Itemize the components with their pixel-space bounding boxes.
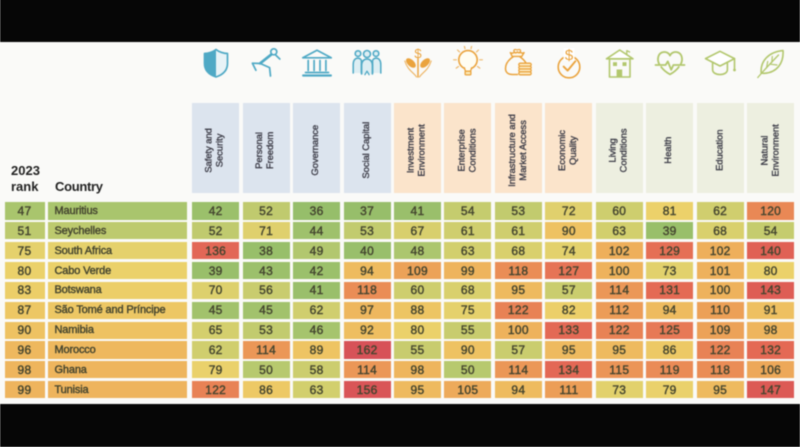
- svg-text:$: $: [565, 47, 574, 64]
- svg-text:$: $: [414, 46, 422, 61]
